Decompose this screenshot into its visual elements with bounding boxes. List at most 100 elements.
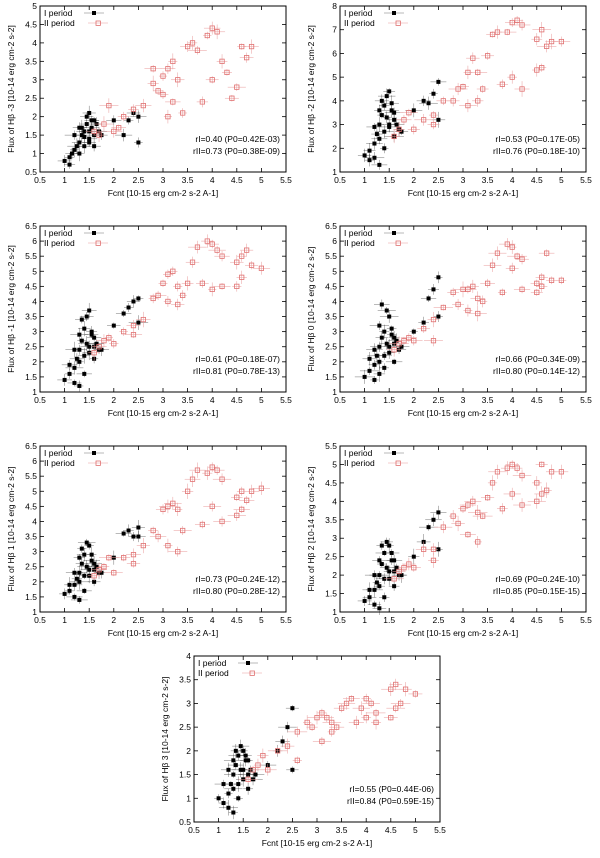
x-tick-label: 1 (362, 175, 367, 185)
data-point-ii-period (499, 81, 505, 87)
legend-ii-period: II period (44, 238, 75, 248)
data-point-ii-period (539, 283, 545, 289)
y-tick-label: 3.5 (25, 312, 37, 322)
data-point-i-period (231, 786, 236, 791)
data-point-i-period (394, 122, 399, 127)
legend-ii-marker (95, 20, 101, 26)
data-point-ii-period (165, 543, 171, 549)
y-tick-label: 5.5 (25, 471, 37, 481)
data-point-i-period (77, 597, 82, 602)
data-point-ii-period (199, 521, 205, 528)
correlation-stat: rI=0.73 (P0=0.24E-12) (195, 574, 280, 584)
x-tick-label: 1.5 (383, 395, 395, 405)
data-point-ii-period (401, 565, 407, 571)
data-point-i-period (72, 380, 77, 385)
data-point-ii-period (106, 555, 112, 561)
x-tick-label: 3.5 (482, 395, 494, 405)
data-point-ii-period (440, 98, 446, 104)
data-point-i-period (82, 573, 87, 578)
y-tick-label: 2 (186, 746, 191, 756)
data-point-i-period (233, 748, 238, 753)
data-point-ii-period (494, 469, 501, 475)
data-point-i-period (377, 323, 382, 328)
data-point-ii-period (101, 338, 107, 344)
data-point-i-period (392, 110, 397, 115)
data-point-i-period (74, 356, 79, 361)
data-point-i-period (392, 359, 397, 364)
data-point-ii-period (558, 277, 565, 283)
data-point-ii-period (91, 350, 97, 356)
data-point-i-period (384, 341, 389, 346)
data-point-ii-period (160, 91, 166, 98)
correlation-stat: rI=0.53 (P0=0.17E-05) (495, 134, 580, 144)
data-point-i-period (84, 114, 89, 119)
data-point-ii-period (391, 133, 397, 140)
data-point-i-period (92, 579, 97, 584)
x-tick-label: 5 (559, 175, 564, 185)
y-tick-label: 5 (332, 266, 337, 276)
x-tick-label: 5.5 (280, 615, 292, 625)
data-point-ii-period (189, 40, 196, 46)
y-tick-label: 3.5 (25, 56, 37, 66)
data-point-ii-period (430, 112, 437, 118)
data-point-i-period (285, 725, 290, 730)
x-tick-label: 5.5 (280, 395, 292, 405)
data-point-i-period (253, 772, 258, 777)
data-point-i-period (372, 377, 377, 382)
data-point-ii-period (519, 502, 525, 508)
data-point-ii-period (170, 268, 176, 274)
x-tick-label: 3 (161, 395, 166, 405)
x-tick-label: 2 (111, 615, 116, 625)
y-axis-label: Flux of Hβ 3 [10-14 erg cm-2 s-2] (160, 677, 170, 802)
data-point-ii-period (150, 66, 156, 72)
data-point-ii-period (214, 29, 220, 35)
data-point-i-period (362, 374, 367, 379)
legend-i-marker (392, 231, 396, 235)
x-tick-label: 4.5 (531, 395, 543, 405)
panel-4: 0.5 1 1.5 2 2.5 3 3.5 4 4.5 5 5.511.522.533.544.55… (306, 221, 592, 418)
data-point-ii-period (184, 280, 191, 286)
data-point-ii-period (509, 74, 515, 80)
data-point-ii-period (484, 280, 491, 286)
data-point-ii-period (219, 253, 225, 259)
data-point-ii-period (499, 506, 505, 512)
data-point-i-period (221, 801, 226, 806)
data-point-i-period (411, 554, 416, 559)
data-point-ii-period (140, 103, 146, 109)
data-point-i-period (426, 101, 431, 106)
legend-i-marker (92, 231, 96, 235)
data-point-ii-period (239, 506, 245, 512)
data-point-i-period (121, 311, 126, 316)
data-point-i-period (89, 125, 94, 130)
x-tick-label: 4.5 (531, 175, 543, 185)
y-tick-label: 1 (32, 387, 37, 397)
y-tick-label: 1 (32, 149, 37, 159)
data-point-ii-period (504, 465, 510, 471)
data-point-ii-period (160, 280, 166, 286)
data-point-ii-period (180, 527, 186, 534)
data-point-ii-period (450, 98, 456, 104)
data-point-ii-period (155, 292, 161, 299)
data-point-i-period (77, 125, 82, 130)
data-point-ii-period (353, 719, 359, 726)
legend-i-period: I period (44, 228, 73, 238)
data-point-ii-period (534, 289, 540, 296)
legend-ii-marker (95, 240, 101, 246)
data-point-ii-period (244, 247, 250, 253)
data-point-ii-period (430, 546, 437, 552)
y-tick-label: 5 (332, 459, 337, 469)
data-point-i-period (431, 287, 436, 292)
data-point-i-period (436, 547, 441, 552)
data-point-ii-period (234, 494, 240, 500)
correlation-stat: rI=0.55 (P0=0.44E-06) (349, 784, 434, 794)
x-tick-label: 3 (161, 615, 166, 625)
data-point-ii-period (504, 241, 510, 247)
x-axis-label: Fcnt [10-15 erg cm-2 s-2 A-1] (408, 628, 519, 638)
data-point-ii-period (189, 476, 196, 482)
data-point-ii-period (239, 43, 245, 50)
legend-i-period: I period (344, 228, 373, 238)
data-point-i-period (372, 141, 377, 146)
x-tick-label: 5 (259, 615, 264, 625)
data-point-ii-period (509, 244, 515, 250)
data-point-ii-period (219, 518, 225, 525)
